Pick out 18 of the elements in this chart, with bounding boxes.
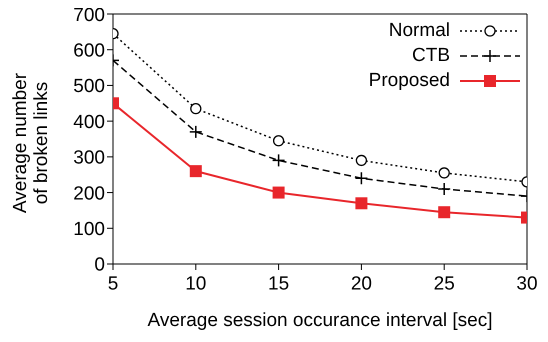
y-axis-title: Average number of broken links	[10, 72, 53, 216]
y-tick-label: 500	[73, 76, 105, 98]
y-tick-label: 300	[73, 148, 105, 169]
y-tick-label: 400	[73, 112, 105, 133]
y-tick-label: 0	[94, 254, 105, 276]
legend-label: Proposed	[368, 70, 450, 92]
x-tick-label: 15	[268, 273, 290, 294]
x-axis-title: Average session occurance interval [sec]	[148, 310, 492, 331]
x-tick-label: 10	[185, 273, 206, 294]
x-tick-label: 25	[434, 273, 455, 294]
x-tick-label: 20	[350, 273, 372, 294]
y-tick-label: 200	[73, 183, 105, 204]
y-tick-label: 600	[73, 40, 105, 62]
legend-label: CTB	[412, 44, 450, 66]
legend-label: Normal	[388, 20, 450, 42]
x-tick-label: 5	[108, 273, 118, 294]
x-tick-label: 30	[516, 273, 538, 294]
y-tick-label: 100	[73, 219, 105, 240]
